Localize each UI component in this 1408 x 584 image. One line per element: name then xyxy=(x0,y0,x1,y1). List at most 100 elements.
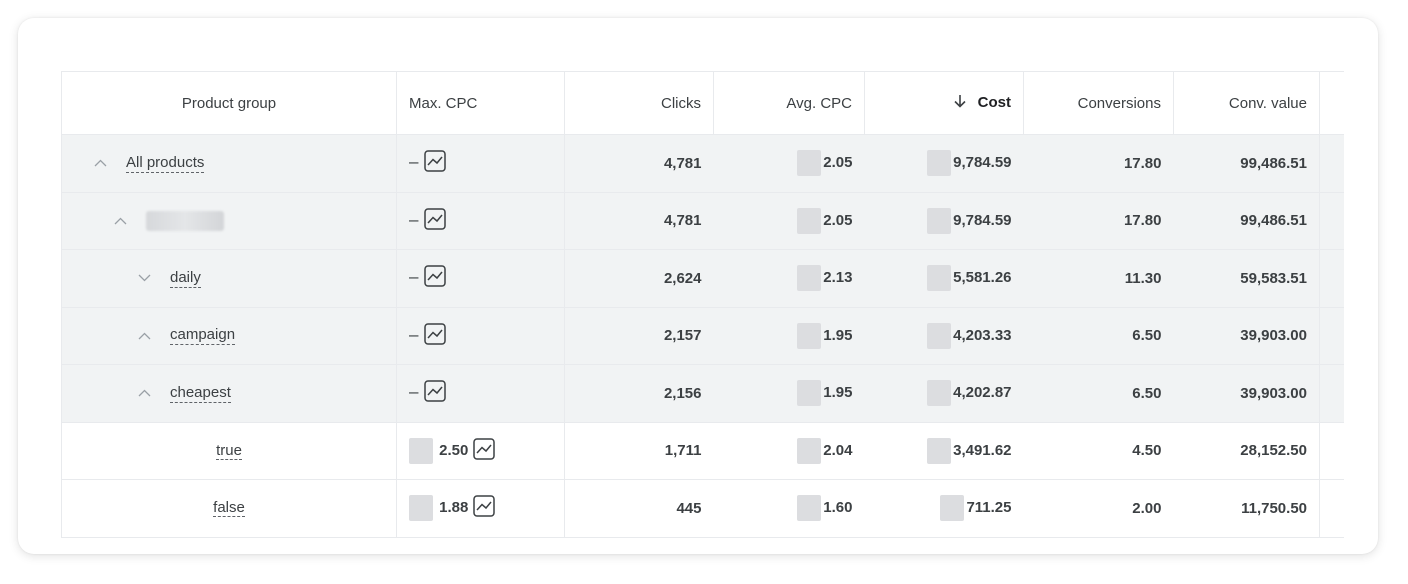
table-row: campaign – 2,157 1.95 4,203.33 6.50 39,903.00 xyxy=(61,307,1344,365)
avg-cpc-cell-value: 2.05 xyxy=(823,154,853,172)
trend-chart-icon[interactable] xyxy=(424,323,447,349)
avg-cpc-cell: 2.13 xyxy=(713,249,865,308)
cost-cell-value: 3,491.62 xyxy=(953,441,1012,459)
avg-cpc-cell-value: 2.13 xyxy=(823,269,853,287)
cost-cell: 3,491.62 xyxy=(864,422,1024,480)
header-label: Conversions xyxy=(1077,94,1161,112)
max-cpc-cell[interactable]: – xyxy=(396,134,565,193)
table-row: cheapest – 2,156 1.95 4,202.87 6.50 39,903.00 xyxy=(61,364,1344,423)
conv-value-cell: 28,152.50 xyxy=(1173,422,1320,480)
conversions-cell: 4.50 xyxy=(1023,422,1174,480)
cost-cell: 9,784.59 xyxy=(864,192,1024,250)
product-group-label[interactable]: true xyxy=(216,441,242,460)
header-label: Conv. value xyxy=(1228,94,1307,112)
cost-cell-value: 5,581.26 xyxy=(953,269,1012,287)
table-row: – 4,781 2.05 9,784.59 17.80 99,486.51 xyxy=(61,192,1344,250)
cost-cell-value: 9,784.59 xyxy=(953,154,1012,172)
product-group-cell: daily xyxy=(61,249,397,308)
chevron-up-icon[interactable] xyxy=(138,332,152,340)
conversions-cell: 17.80 xyxy=(1023,134,1174,193)
max-cpc-cell[interactable]: – xyxy=(396,307,565,365)
max-cpc-value: – xyxy=(409,382,419,402)
overflow-cell xyxy=(1319,134,1344,193)
chevron-up-icon[interactable] xyxy=(94,159,108,167)
product-group-label[interactable]: daily xyxy=(170,268,201,288)
table-row: false 1.88 445 1.60 711.25 2.00 11,750.50 xyxy=(61,479,1344,538)
conversions-cell: 11.30 xyxy=(1023,249,1174,308)
currency-mask xyxy=(927,265,952,292)
clicks-cell: 4,781 xyxy=(564,192,714,250)
conv-value-cell: 39,903.00 xyxy=(1173,307,1320,365)
currency-mask xyxy=(927,207,952,234)
trend-chart-icon[interactable] xyxy=(424,380,447,406)
currency-mask xyxy=(797,265,822,292)
header-conversions[interactable]: Conversions xyxy=(1023,71,1174,135)
overflow-cell xyxy=(1319,192,1344,250)
clicks-cell: 4,781 xyxy=(564,134,714,193)
currency-mask xyxy=(797,322,822,349)
max-cpc-cell[interactable]: 1.88 xyxy=(396,479,565,538)
max-cpc-value: – xyxy=(409,267,419,287)
max-cpc-cell[interactable]: – xyxy=(396,192,565,250)
trend-chart-icon[interactable] xyxy=(424,265,447,291)
avg-cpc-cell: 1.95 xyxy=(713,364,865,423)
max-cpc-cell[interactable]: – xyxy=(396,249,565,308)
chevron-up-icon[interactable] xyxy=(114,217,128,225)
cost-cell: 711.25 xyxy=(864,479,1024,538)
avg-cpc-cell-value: 1.95 xyxy=(823,384,853,402)
currency-mask xyxy=(927,322,952,349)
conv-value-cell: 99,486.51 xyxy=(1173,134,1320,193)
table-row: true 2.50 1,711 2.04 3,491.62 4.50 28,152.50 xyxy=(61,422,1344,480)
currency-mask xyxy=(797,150,822,177)
header-clicks[interactable]: Clicks xyxy=(564,71,714,135)
conv-value-cell: 39,903.00 xyxy=(1173,364,1320,423)
trend-chart-icon[interactable] xyxy=(424,208,447,234)
cost-cell: 4,203.33 xyxy=(864,307,1024,365)
avg-cpc-cell: 2.05 xyxy=(713,134,865,193)
currency-mask xyxy=(797,437,822,464)
cost-cell-value: 4,203.33 xyxy=(953,326,1012,344)
overflow-cell xyxy=(1319,364,1344,423)
table-row: daily – 2,624 2.13 5,581.26 11.30 59,583.51 xyxy=(61,249,1344,308)
overflow-cell xyxy=(1319,479,1344,538)
clicks-cell: 2,157 xyxy=(564,307,714,365)
max-cpc-cell[interactable]: 2.50 xyxy=(396,422,565,480)
chevron-up-icon[interactable] xyxy=(138,389,152,397)
product-group-label[interactable]: false xyxy=(213,499,245,518)
chevron-down-icon[interactable] xyxy=(138,274,152,282)
max-cpc-value: 1.88 xyxy=(439,499,469,517)
product-group-label[interactable]: cheapest xyxy=(170,383,231,403)
conv-value-cell: 59,583.51 xyxy=(1173,249,1320,308)
clicks-cell: 445 xyxy=(564,479,714,538)
product-groups-table: Product group Max. CPC Clicks Avg. CPC C… xyxy=(61,71,1344,538)
avg-cpc-cell-value: 2.04 xyxy=(823,441,853,459)
header-max-cpc[interactable]: Max. CPC xyxy=(396,71,565,135)
header-avg-cpc[interactable]: Avg. CPC xyxy=(713,71,865,135)
clicks-cell: 2,624 xyxy=(564,249,714,308)
trend-chart-icon[interactable] xyxy=(424,150,447,176)
currency-mask xyxy=(797,207,822,234)
header-cost[interactable]: Cost xyxy=(864,71,1024,135)
cost-cell-value: 9,784.59 xyxy=(953,211,1012,229)
overflow-cell xyxy=(1319,422,1344,480)
table-row: All products – 4,781 2.05 9,784.59 17.80 99,48… xyxy=(61,134,1344,193)
product-group-label[interactable]: All products xyxy=(126,153,205,173)
cost-cell: 4,202.87 xyxy=(864,364,1024,423)
header-label: Clicks xyxy=(661,94,701,112)
trend-chart-icon[interactable] xyxy=(472,438,495,464)
trend-chart-icon[interactable] xyxy=(472,495,495,521)
avg-cpc-cell: 1.60 xyxy=(713,479,865,538)
header-product-group[interactable]: Product group xyxy=(61,71,397,135)
header-label: Avg. CPC xyxy=(786,94,852,112)
header-conv-value[interactable]: Conv. value xyxy=(1173,71,1320,135)
max-cpc-cell[interactable]: – xyxy=(396,364,565,423)
currency-mask xyxy=(927,380,952,407)
currency-mask xyxy=(940,495,965,522)
currency-mask xyxy=(797,380,822,407)
avg-cpc-cell: 2.04 xyxy=(713,422,865,480)
conv-value-cell: 99,486.51 xyxy=(1173,192,1320,250)
product-group-label[interactable]: campaign xyxy=(170,326,236,346)
avg-cpc-cell-value: 1.95 xyxy=(823,326,853,344)
currency-mask xyxy=(797,495,822,522)
product-group-cell xyxy=(61,192,397,250)
